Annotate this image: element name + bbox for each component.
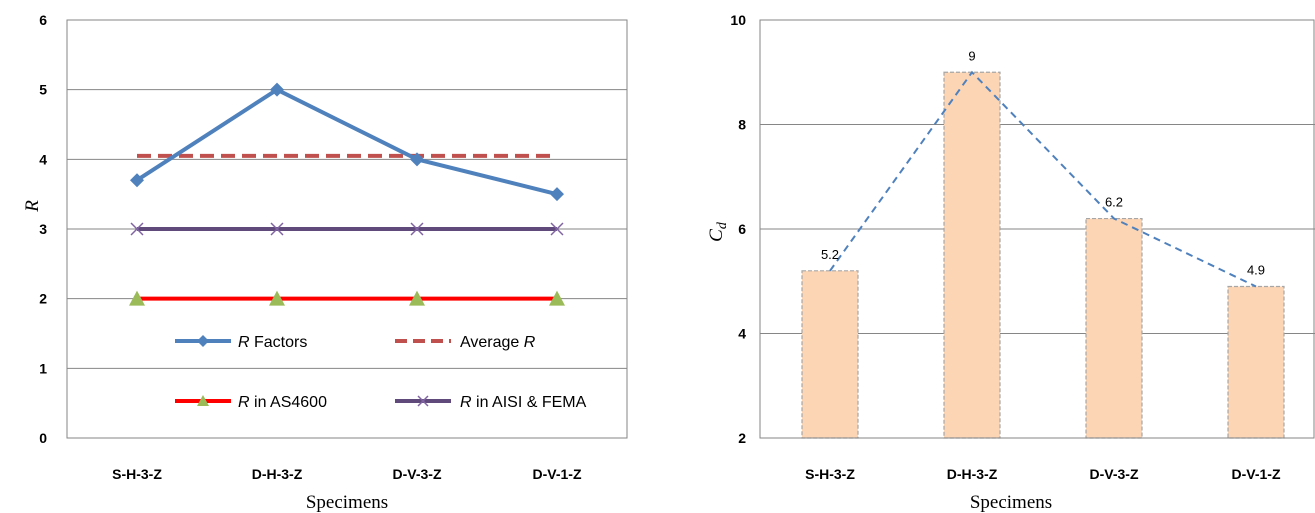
x-tick-label: S-H-3-Z [805, 466, 855, 482]
x-tick-label: D-V-1-Z [533, 466, 582, 482]
legend-x-stroke [417, 395, 429, 407]
y-tick-label: 6 [738, 221, 746, 237]
bar [801, 270, 859, 439]
x-marker [270, 222, 284, 236]
legend-item-3: R in AS4600 [175, 394, 327, 411]
bars-group [801, 71, 1285, 439]
y-axis-label: Cd [706, 221, 730, 242]
legend-label: R in AS4600 [238, 394, 327, 411]
series-group [129, 82, 565, 306]
diamond-marker [130, 173, 144, 188]
x-marker [130, 222, 144, 236]
bar [943, 71, 1001, 439]
triangle-marker [269, 290, 285, 306]
series-line-1 [135, 87, 558, 197]
plot-area-frame [66, 19, 628, 439]
x-tick-label: D-H-3-Z [252, 466, 303, 482]
data-label: 6.2 [1105, 195, 1123, 210]
y-tick-label: 6 [39, 12, 47, 28]
x-tick-labels: S-H-3-Z D-H-3-Z D-V-3-Z D-V-1-Z [112, 466, 582, 482]
x-marker-stroke [130, 222, 144, 236]
diamond-marker [550, 187, 564, 202]
legend-label-italic: R [524, 334, 536, 351]
x-tick-label: D-V-3-Z [1090, 466, 1139, 482]
legend-label-rest: in AS4600 [250, 394, 328, 411]
y-tick-label: 10 [730, 12, 746, 28]
trend-line [829, 70, 1257, 288]
y-tick-label: 8 [738, 117, 746, 133]
legend-triangle-marker [197, 395, 209, 406]
data-labels: 5.2 9 6.2 4.9 [821, 48, 1265, 277]
bar [1227, 285, 1285, 439]
y-tick-label: 2 [39, 291, 47, 307]
triangle-marker [409, 290, 425, 306]
x-marker [550, 222, 564, 236]
y-tick-label: 4 [39, 151, 47, 167]
x-tick-labels: S-H-3-Z D-H-3-Z D-V-3-Z D-V-1-Z [805, 466, 1281, 482]
y-tick-label: 5 [39, 82, 47, 98]
diamond-marker [410, 152, 424, 167]
y-tick-label: 3 [39, 221, 47, 237]
legend-item-2: Average R [395, 334, 536, 351]
y-tick-label: 0 [39, 430, 47, 446]
y-tick-labels: 0 1 2 3 4 5 6 [39, 12, 47, 446]
diamond-marker [270, 82, 284, 97]
data-label: 4.9 [1247, 262, 1265, 277]
x-tick-label: D-V-3-Z [393, 466, 442, 482]
cd-bar-chart: 5.2 9 6.2 4.9 2 4 6 8 10 S-H-3-Z D-H-3-Z D-V-3-Z D… [706, 12, 1315, 513]
legend-label-italic: R [460, 394, 472, 411]
data-label: 5.2 [821, 247, 839, 262]
bar [1085, 217, 1143, 439]
x-marker [410, 222, 424, 236]
legend-label-rest: Factors [250, 334, 308, 351]
x-marker-stroke [410, 222, 424, 236]
x-tick-label: D-V-1-Z [1232, 466, 1281, 482]
r-factor-line-chart: 0 1 2 3 4 5 6 S-H-3-Z D-H-3-Z D-V-3-Z D-V-1-Z R S… [22, 12, 628, 513]
y-tick-label: 4 [738, 326, 746, 342]
y-axis-label: R [22, 200, 43, 213]
legend-label-plain: Average [460, 334, 524, 351]
legend-label: R in AISI & FEMA [460, 394, 587, 411]
legend-label-italic: R [238, 334, 250, 351]
triangle-marker [129, 290, 145, 306]
y-tick-label: 2 [738, 430, 746, 446]
x-tick-label: D-H-3-Z [947, 466, 998, 482]
legend-item-4: R in AISI & FEMA [395, 394, 587, 411]
x-axis-label: Specimens [970, 492, 1052, 513]
legend: R Factors Average RR in AS4600 R in AISI &… [175, 334, 587, 411]
x-marker-stroke [270, 222, 284, 236]
data-label: 9 [968, 48, 975, 63]
x-tick-label: S-H-3-Z [112, 466, 162, 482]
legend-label: R Factors [238, 334, 307, 351]
y-tick-labels: 2 4 6 8 10 [730, 12, 746, 446]
legend-item-1: R Factors [175, 334, 307, 351]
legend-label-italic: R [238, 394, 250, 411]
triangle-marker [549, 290, 565, 306]
x-marker-stroke [550, 222, 564, 236]
legend-label-rest: in AISI & FEMA [472, 394, 587, 411]
y-tick-label: 1 [39, 360, 47, 376]
plot-area-frame [759, 19, 1315, 439]
legend-label: Average R [460, 334, 536, 351]
x-axis-label: Specimens [306, 492, 388, 513]
legend-diamond-marker [197, 335, 209, 347]
